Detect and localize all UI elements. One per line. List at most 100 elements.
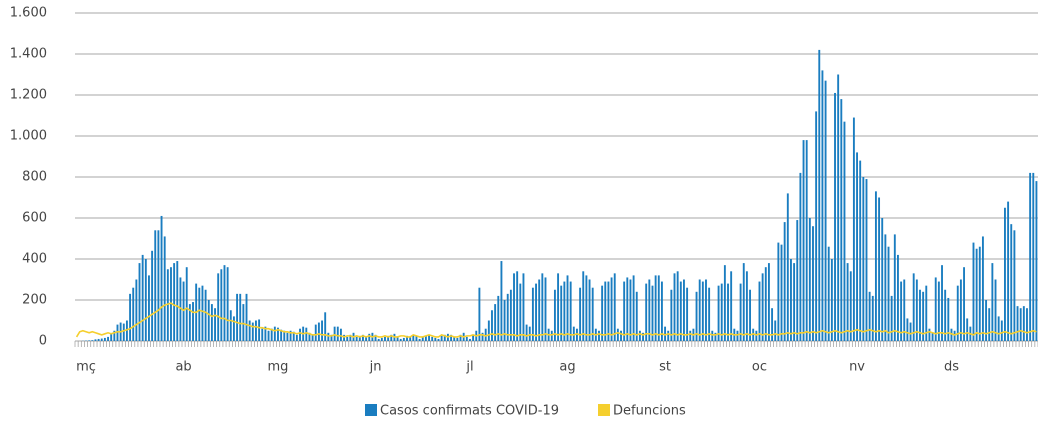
bar	[211, 304, 213, 341]
bar	[186, 267, 188, 341]
bar	[208, 300, 210, 341]
bar	[560, 286, 562, 341]
bar	[1004, 208, 1006, 341]
bar	[784, 222, 786, 341]
bar	[214, 308, 216, 341]
bar	[123, 324, 125, 341]
bar	[157, 230, 159, 341]
bar	[132, 288, 134, 341]
bar	[604, 282, 606, 341]
bar	[913, 273, 915, 341]
bar	[340, 329, 342, 341]
bar	[255, 321, 257, 342]
y-tick-label: 0	[39, 334, 47, 349]
bar	[928, 329, 930, 341]
bar	[884, 234, 886, 341]
bar	[699, 280, 701, 342]
bar	[652, 286, 654, 341]
bar	[286, 333, 288, 341]
bar	[318, 323, 320, 341]
bar	[639, 331, 641, 341]
bar	[636, 292, 638, 341]
bar	[224, 265, 226, 341]
bar	[844, 122, 846, 341]
bar	[315, 325, 317, 341]
bar	[563, 282, 565, 341]
bar	[957, 286, 959, 341]
bar	[579, 288, 581, 341]
bar	[381, 338, 383, 341]
bar	[689, 331, 691, 341]
bar	[821, 70, 823, 341]
bar	[740, 284, 742, 341]
bar	[403, 338, 405, 341]
bar	[932, 333, 934, 341]
bar	[198, 288, 200, 341]
bar	[818, 50, 820, 341]
x-tick-label: jn	[369, 360, 382, 375]
bar	[702, 282, 704, 341]
bar	[1020, 308, 1022, 341]
bar	[551, 331, 553, 341]
x-tick-label: st	[659, 360, 671, 375]
bar	[327, 333, 329, 341]
y-tick-label: 1.400	[10, 47, 47, 62]
bar	[236, 294, 238, 341]
bar	[963, 267, 965, 341]
bar	[711, 331, 713, 341]
bar	[988, 308, 990, 341]
bar	[419, 339, 421, 341]
bar	[202, 286, 204, 341]
bar	[545, 277, 547, 341]
bar	[667, 331, 669, 341]
bar	[809, 218, 811, 341]
bar	[617, 329, 619, 341]
bar	[683, 280, 685, 342]
bar	[1023, 306, 1025, 341]
bar	[438, 339, 440, 341]
bar	[274, 327, 276, 341]
x-tick-label: ab	[175, 360, 191, 375]
bar	[230, 310, 232, 341]
bar	[91, 340, 93, 341]
bar	[246, 294, 248, 341]
bar	[677, 271, 679, 341]
x-tick-label: oc	[752, 360, 767, 375]
bar	[296, 335, 298, 341]
x-tick-label: ds	[944, 360, 959, 375]
bar	[658, 275, 660, 341]
bar	[582, 271, 584, 341]
bar	[623, 282, 625, 341]
bar	[312, 335, 314, 341]
bar	[850, 271, 852, 341]
bar	[148, 275, 150, 341]
bar	[840, 99, 842, 341]
bar	[793, 263, 795, 341]
y-tick-label: 1.200	[10, 88, 47, 103]
bar	[164, 236, 166, 341]
bar	[145, 259, 147, 341]
bar	[101, 339, 103, 341]
bar	[730, 271, 732, 341]
bar	[478, 288, 480, 341]
bar	[856, 152, 858, 341]
bar	[488, 321, 490, 342]
bar	[614, 273, 616, 341]
bar	[648, 280, 650, 342]
bar	[541, 273, 543, 341]
bar	[95, 339, 97, 341]
bar	[261, 329, 263, 341]
x-tick-label: nv	[849, 360, 865, 375]
bar	[759, 282, 761, 341]
bar	[305, 328, 307, 341]
bar	[762, 273, 764, 341]
bar	[242, 304, 244, 341]
bar	[441, 336, 443, 341]
bar	[526, 325, 528, 341]
bar	[746, 271, 748, 341]
bar	[176, 261, 178, 341]
bar	[321, 321, 323, 342]
bar	[510, 290, 512, 341]
y-tick-label: 800	[22, 170, 47, 185]
